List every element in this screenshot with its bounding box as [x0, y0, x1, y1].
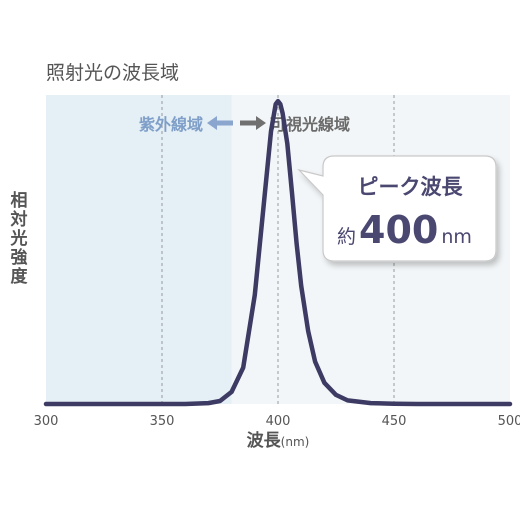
arrow-left-icon: [207, 116, 233, 130]
y-axis-label-char: 対: [10, 209, 28, 230]
callout-prefix: 約: [337, 226, 356, 248]
callout-box: [297, 155, 497, 262]
x-axis-label-unit: (nm): [281, 435, 310, 449]
visible-region-label: 可視光線域: [270, 115, 350, 134]
x-tick-label-500: 500: [498, 414, 520, 429]
x-axis-label-main: 波長: [247, 430, 282, 451]
x-tick-label-450: 450: [382, 414, 407, 429]
chart-title: 照射光の波長域: [46, 62, 179, 84]
peak-callout: [297, 155, 497, 262]
x-tick-label-300: 300: [34, 414, 59, 429]
uv-region: [46, 95, 232, 404]
y-axis-label-char: 強: [11, 247, 28, 268]
x-tick-labels: 300 350 400 450 500: [34, 414, 520, 429]
y-axis-label-char: 相: [11, 190, 28, 211]
x-tick-label-400: 400: [266, 414, 291, 429]
arrow-right-icon: [240, 116, 266, 130]
x-axis-label: 波長(nm): [247, 430, 310, 451]
y-axis-label-char: 度: [11, 266, 29, 287]
callout-value-line: 約400 nm: [337, 208, 472, 252]
uv-region-label: 紫外線域: [139, 115, 203, 134]
x-tick-label-350: 350: [150, 414, 175, 429]
series-line: [43, 98, 513, 407]
callout-value: 400: [359, 208, 438, 252]
callout-unit: nm: [441, 226, 472, 248]
y-axis-label-char: 光: [10, 228, 28, 249]
callout-title: ピーク波長: [358, 175, 464, 199]
